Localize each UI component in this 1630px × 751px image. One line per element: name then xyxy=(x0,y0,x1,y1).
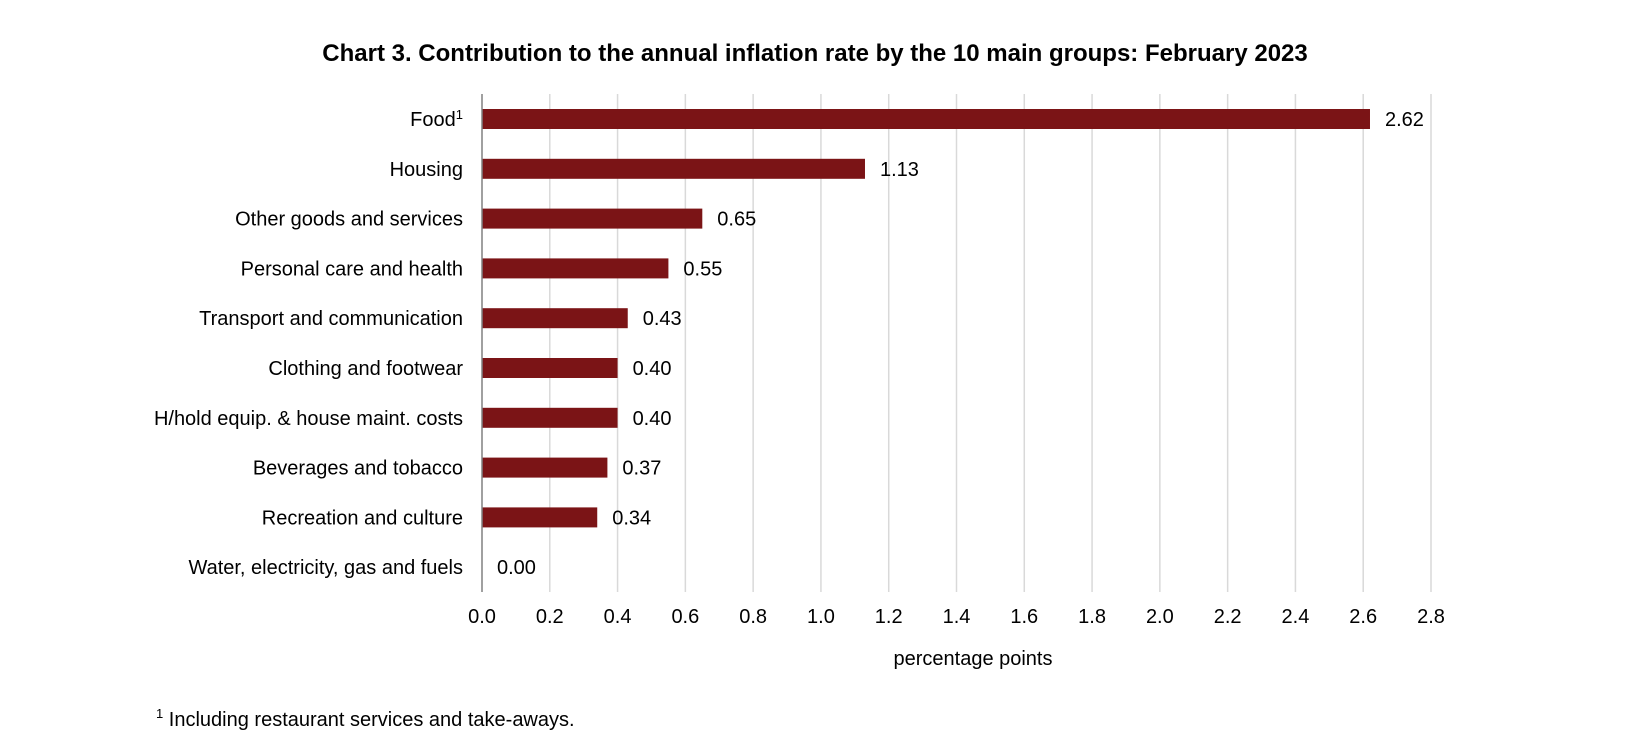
bar xyxy=(482,507,598,528)
category-labels: Food1 Housing Other goods and services Pers… xyxy=(154,107,463,579)
value-label: 0.40 xyxy=(633,358,672,380)
value-label: 0.55 xyxy=(683,258,722,280)
category-label: Clothing and footwear xyxy=(268,358,463,380)
x-tick-label: 1.2 xyxy=(875,606,903,628)
x-tick-label: 0.2 xyxy=(536,606,564,628)
footnote-text: Including restaurant services and take-a… xyxy=(168,709,575,731)
category-label: Housing xyxy=(390,159,463,181)
bar xyxy=(482,457,608,478)
category-label: Other goods and services xyxy=(235,209,463,231)
category-label: Water, electricity, gas and fuels xyxy=(188,557,463,579)
x-tick-label: 0.6 xyxy=(671,606,699,628)
bar xyxy=(482,158,865,179)
category-label: Transport and communication xyxy=(199,308,463,330)
x-tick-labels: 0.0 0.2 0.4 0.6 0.8 1.0 1.2 1.4 1.6 1.8 2.0 2.2 2.4 2… xyxy=(468,606,1445,628)
value-label: 0.34 xyxy=(612,507,651,529)
x-tick-label: 2.8 xyxy=(1417,606,1445,628)
value-labels: 2.62 1.13 0.65 0.55 0.43 0.40 0.40 0.37 0.34 0.00 xyxy=(497,109,1424,579)
bar xyxy=(482,308,628,329)
category-label: Personal care and health xyxy=(241,258,463,280)
x-tick-label: 2.4 xyxy=(1282,606,1310,628)
footnote-marker: 1 xyxy=(156,706,164,721)
value-label: 0.40 xyxy=(633,408,672,430)
bar xyxy=(482,407,618,428)
x-tick-label: 1.8 xyxy=(1078,606,1106,628)
bar xyxy=(482,208,703,229)
category-label: Food1 xyxy=(410,107,463,131)
category-label: Beverages and tobacco xyxy=(253,458,463,480)
x-tick-label: 2.2 xyxy=(1214,606,1242,628)
x-tick-label: 1.4 xyxy=(943,606,971,628)
x-tick-label: 0.8 xyxy=(739,606,767,628)
x-axis-title: percentage points xyxy=(893,648,1052,670)
value-label: 1.13 xyxy=(880,159,919,181)
x-tick-label: 0.4 xyxy=(604,606,632,628)
bar xyxy=(482,258,669,279)
x-tick-label: 2.0 xyxy=(1146,606,1174,628)
value-label: 0.37 xyxy=(622,458,661,480)
bars xyxy=(482,109,1370,528)
chart-title: Chart 3. Contribution to the annual infl… xyxy=(322,40,1308,67)
x-tick-label: 1.0 xyxy=(807,606,835,628)
value-label: 2.62 xyxy=(1385,109,1424,131)
value-label: 0.00 xyxy=(497,557,536,579)
footnote: 1 Including restaurant services and take… xyxy=(156,706,575,732)
bar xyxy=(482,358,618,378)
value-label: 0.43 xyxy=(643,308,682,330)
x-tick-label: 0.0 xyxy=(468,606,496,628)
x-tick-label: 2.6 xyxy=(1349,606,1377,628)
category-label: Recreation and culture xyxy=(262,507,463,529)
bar xyxy=(482,109,1370,129)
value-label: 0.65 xyxy=(717,209,756,231)
category-label: H/hold equip. & house maint. costs xyxy=(154,408,463,430)
x-tick-label: 1.6 xyxy=(1010,606,1038,628)
